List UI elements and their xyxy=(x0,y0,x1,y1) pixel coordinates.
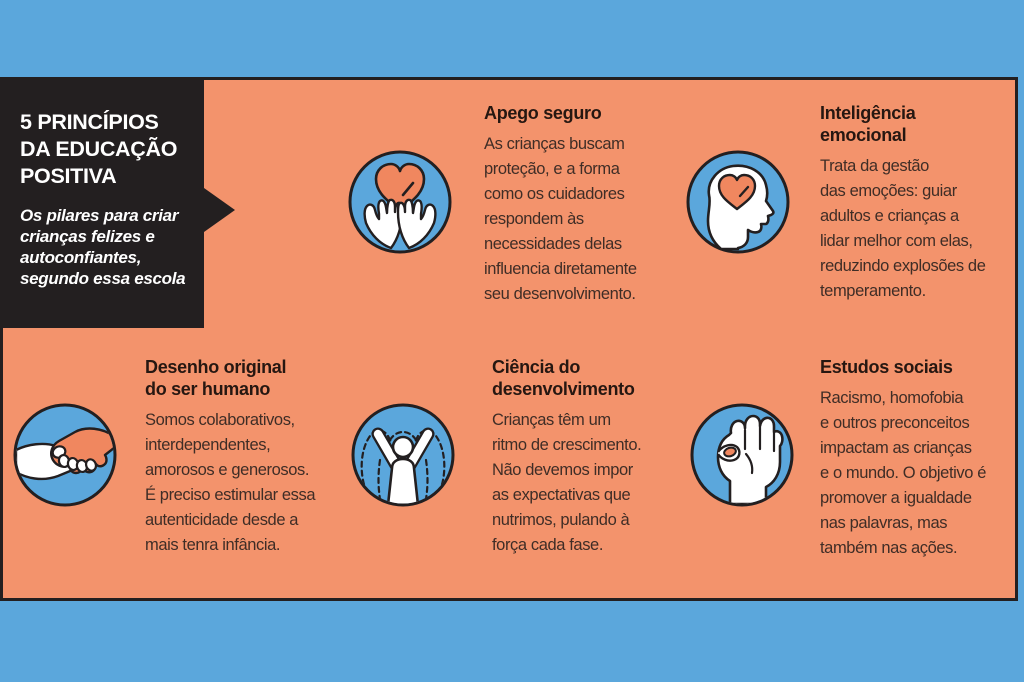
infographic-subtitle: Os pilares para criar crianças felizes e… xyxy=(20,206,186,288)
title-box: 5 PRINCÍPIOS DA EDUCAÇÃO POSITIVA Os pil… xyxy=(0,77,204,328)
principle-description: Racismo, homofobia e outros preconceitos… xyxy=(820,389,986,557)
principle-title: Desenho original do ser humano xyxy=(145,357,287,399)
principle-description: Trata da gestão das emoções: guiar adult… xyxy=(820,157,986,300)
principle-title: Ciência do desenvolvimento xyxy=(492,357,635,399)
principle-title: Inteligência emocional xyxy=(820,103,916,145)
principle-description: Crianças têm um ritmo de crescimento. Nã… xyxy=(492,411,642,554)
principle-description: As crianças buscam proteção, e a forma c… xyxy=(484,135,637,303)
principle-text-block: Inteligência emocional Trata da gestão d… xyxy=(820,102,1024,304)
handshake-icon xyxy=(12,402,118,508)
principle-text-block: Estudos sociais Racismo, homofobia e out… xyxy=(820,356,1024,561)
principle-text-block: Desenho original do ser humano Somos col… xyxy=(145,356,360,558)
principle-text-block: Ciência do desenvolvimento Crianças têm … xyxy=(492,356,707,558)
principle-title: Apego seguro xyxy=(484,103,602,123)
infographic-title: 5 PRINCÍPIOS DA EDUCAÇÃO POSITIVA xyxy=(20,110,178,188)
raised-fist-icon xyxy=(689,402,795,508)
heart-in-hands-icon xyxy=(347,149,453,255)
head-with-heart-icon xyxy=(685,149,791,255)
title-box-arrow xyxy=(204,188,235,232)
principle-description: Somos colaborativos, interdependentes, a… xyxy=(145,411,316,554)
growth-figure-icon xyxy=(350,402,456,508)
principle-title: Estudos sociais xyxy=(820,357,953,377)
principle-text-block: Apego seguro As crianças buscam proteção… xyxy=(484,102,699,307)
